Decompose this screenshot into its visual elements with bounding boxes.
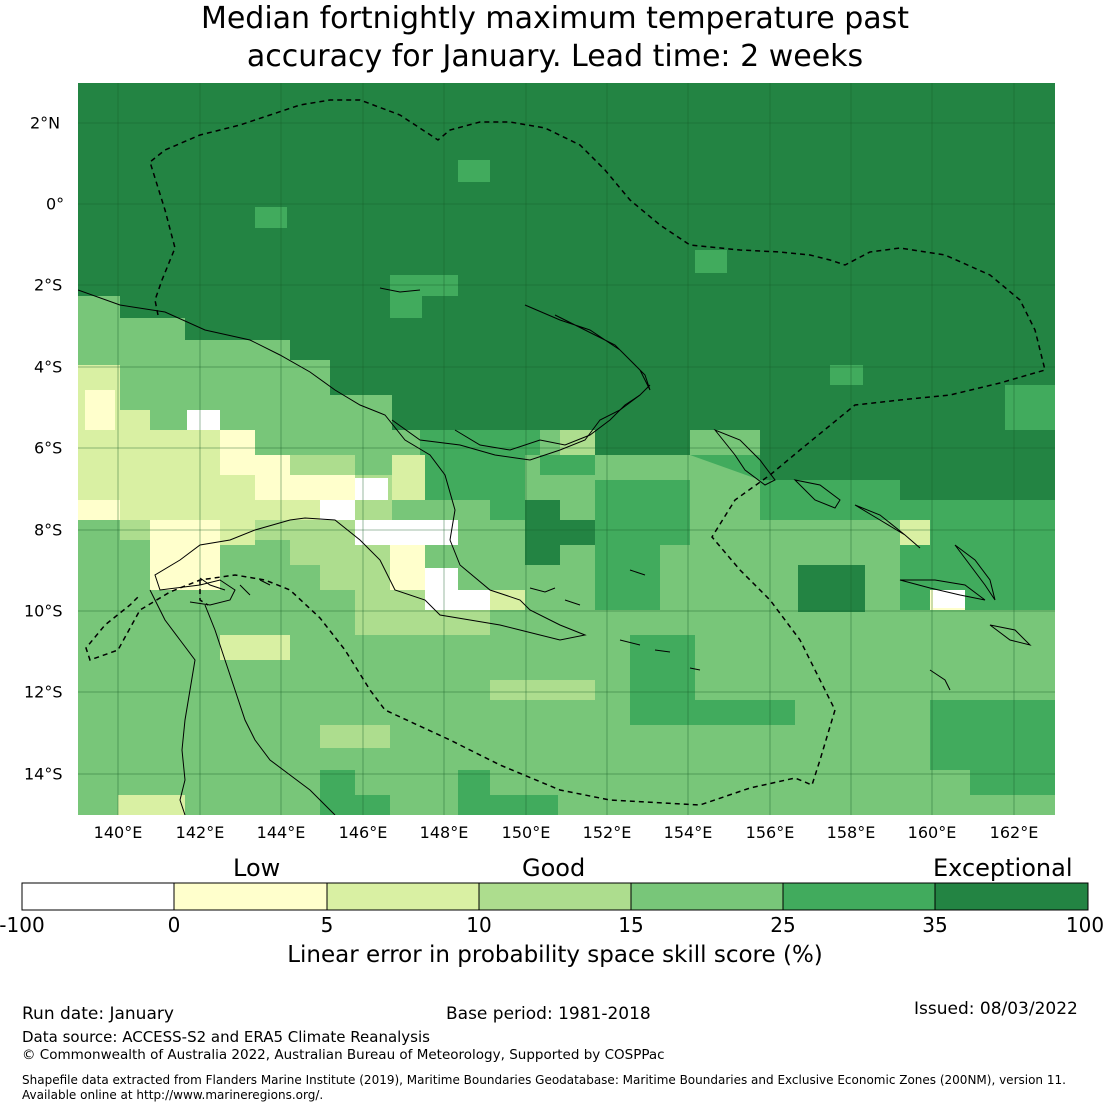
coastline-admiralty — [379, 287, 421, 293]
lon-label: 148°E — [419, 823, 469, 842]
colorbar-tick-label: 10 — [466, 913, 492, 937]
coastline-guadalcanal — [899, 579, 986, 601]
lon-label: 150°E — [501, 823, 551, 842]
issued-date: Issued: 08/03/2022 — [914, 999, 1078, 1019]
skill-region-central-35plus — [525, 500, 595, 565]
skill-region-negative — [187, 410, 965, 610]
colorbar-bin-35-100 — [935, 883, 1088, 910]
title-line-1: Median fortnightly maximum temperature p… — [200, 1, 910, 36]
coastline-torres-islands — [199, 577, 271, 596]
skill-region-east-25-35 — [690, 455, 1055, 610]
colorbar-bin-15-25 — [631, 883, 783, 910]
coastline-malaita — [954, 544, 996, 601]
data-source: Data source: ACCESS-S2 and ERA5 Climate … — [22, 1028, 430, 1046]
skill-region-5-10-b — [118, 455, 930, 815]
legend-category-exceptional: Exceptional — [933, 854, 1073, 882]
legend-category-good: Good — [522, 854, 586, 882]
skill-region-se-25-35 — [930, 700, 1055, 795]
skill-region-5-10 — [78, 365, 355, 565]
lat-label: 12°S — [24, 682, 63, 702]
coastline-makira — [989, 624, 1032, 646]
coastline-bougainville — [713, 428, 776, 486]
lat-label: 10°S — [24, 601, 63, 621]
colorbar-bin-0-5 — [174, 883, 327, 910]
skill-region-solomon-35plus — [798, 565, 865, 612]
coastline-solomons-2 — [854, 504, 921, 549]
lon-label: 162°E — [989, 823, 1039, 842]
coastline-vanuatu-north — [929, 669, 951, 691]
colorbar-tick-label: 100 — [1065, 913, 1105, 937]
colorbar-bin-5-10 — [327, 883, 479, 910]
colorbar-tick-label: 5 — [320, 913, 334, 937]
run-date: Run date: January — [22, 1004, 174, 1024]
coastline-new-guinea — [78, 289, 587, 641]
lon-label: 142°E — [175, 823, 225, 842]
colorbar-tick-label: 15 — [618, 913, 644, 937]
lat-label: 6°S — [34, 438, 63, 458]
skill-region-south-25-35 — [630, 635, 795, 725]
graticule — [78, 83, 1055, 815]
lon-label: 144°E — [256, 823, 306, 842]
skill-region-gulf-25-35 — [320, 770, 558, 815]
shapefile-credit-1: Shapefile data extracted from Flanders M… — [22, 1073, 1066, 1087]
colorbar-tick-label: -100 — [0, 913, 45, 937]
lat-label: 4°S — [34, 357, 63, 377]
colorbar — [21, 882, 1089, 911]
coastline-d-entrecasteaux — [529, 569, 646, 606]
eez-boundary — [85, 99, 1046, 806]
coastline-new-britain — [454, 394, 641, 451]
colorbar-tick-label: 35 — [922, 913, 948, 937]
colorbar-tick-label: 0 — [167, 913, 181, 937]
shapefile-credit-2: Available online at http://www.marinereg… — [22, 1088, 324, 1102]
coastline-louisiade — [619, 639, 701, 671]
colorbar-bin-neg100-0 — [22, 883, 174, 910]
coastline-png-north — [391, 384, 651, 461]
lon-label: 158°E — [826, 823, 876, 842]
skill-region-png-mainland — [78, 296, 1055, 815]
coastline-australia-cape-york — [149, 589, 196, 815]
lon-label: 146°E — [338, 823, 388, 842]
colorbar-axis-title: Linear error in probability space skill … — [287, 942, 823, 968]
lon-label: 154°E — [663, 823, 713, 842]
lon-label: 152°E — [582, 823, 632, 842]
coastline-cape-york-east — [204, 604, 336, 815]
colorbar-bin-25-35 — [783, 883, 935, 910]
lon-label: 160°E — [907, 823, 957, 842]
lat-label: 14°S — [24, 764, 63, 784]
colorbar-bin-10-15 — [479, 883, 631, 910]
skill-region-central-25-35 — [420, 430, 690, 610]
colorbar-outline — [21, 882, 1089, 911]
legend-category-low: Low — [233, 854, 281, 882]
lat-label: 2°N — [30, 113, 61, 133]
lat-label: 8°S — [34, 520, 63, 540]
title-line-2: accuracy for January. Lead time: 2 weeks — [246, 39, 864, 74]
coastlines — [78, 287, 1032, 815]
lat-label: 0° — [46, 194, 65, 214]
skill-region-0-5 — [78, 390, 965, 610]
base-period: Base period: 1981-2018 — [446, 1004, 651, 1024]
coastline-solomons-1 — [793, 479, 841, 509]
lon-label: 140°E — [93, 823, 143, 842]
coastline-new-ireland — [524, 304, 651, 391]
copyright: © Commonwealth of Australia 2022, Austra… — [22, 1047, 665, 1063]
lon-label: 156°E — [745, 823, 795, 842]
skill-region-north-cells — [255, 160, 1055, 430]
lat-label: 2°S — [34, 275, 63, 295]
colorbar-tick-label: 25 — [770, 913, 796, 937]
